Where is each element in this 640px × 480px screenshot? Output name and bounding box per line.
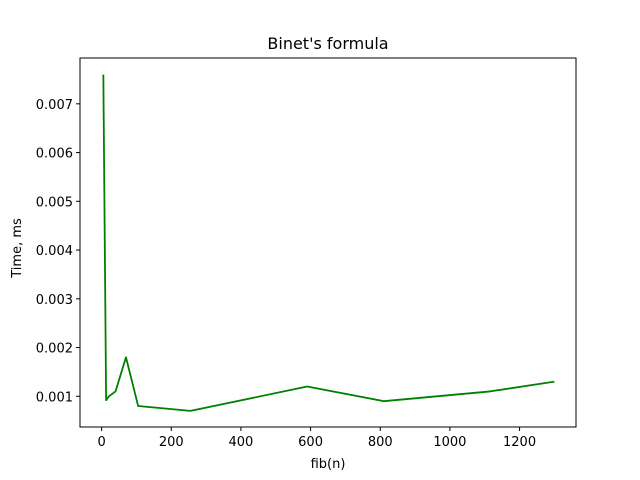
x-tick-label: 0: [97, 435, 105, 450]
x-tick-label: 800: [368, 435, 393, 450]
x-axis: 0 200 400 600 800 1000 1200: [97, 427, 536, 450]
y-tick-label: 0.006: [36, 147, 73, 162]
x-tick-label: 200: [159, 435, 184, 450]
x-tick-label: 600: [298, 435, 323, 450]
x-tick-label: 1000: [433, 435, 466, 450]
y-tick-label: 0.005: [36, 195, 73, 210]
plot-area: [102, 74, 555, 412]
x-tick-label: 400: [229, 435, 254, 450]
axes-frame: [79, 57, 577, 428]
x-axis-title: fib(n): [311, 457, 346, 472]
y-axis-title: Time, ms: [10, 218, 25, 279]
x-tick-label: 1200: [503, 435, 536, 450]
y-axis: 0.001 0.002 0.003 0.004 0.005 0.006 0.007: [36, 98, 80, 405]
y-tick-label: 0.001: [36, 390, 73, 405]
y-tick-label: 0.003: [36, 293, 73, 308]
chart-title: Binet's formula: [267, 34, 388, 53]
y-tick-label: 0.002: [36, 342, 73, 357]
series-line: [102, 74, 555, 412]
y-tick-label: 0.004: [36, 244, 73, 259]
y-tick-label: 0.007: [36, 98, 73, 113]
